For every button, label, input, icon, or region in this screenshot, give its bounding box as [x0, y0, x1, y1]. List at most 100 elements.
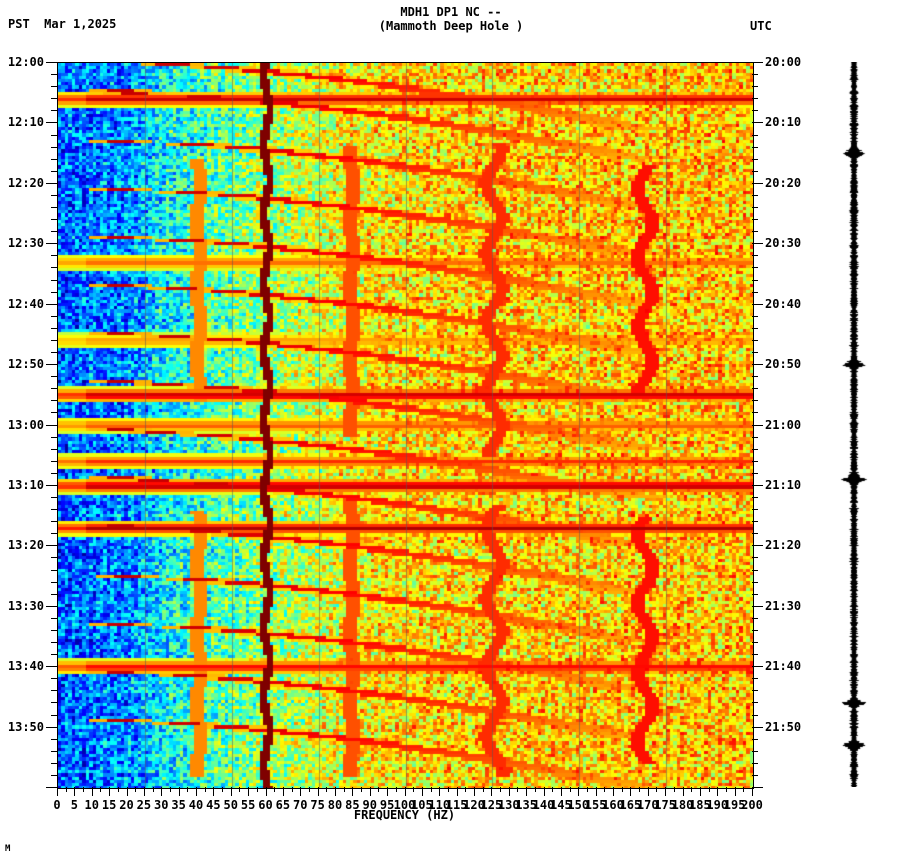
time-tick-left [46, 303, 57, 305]
frequency-tick-minor [222, 787, 224, 792]
time-label-utc: 20:10 [765, 115, 802, 130]
time-tick-left [51, 158, 57, 160]
time-tick-left [51, 678, 57, 680]
time-tick-right [752, 134, 758, 136]
time-tick-right [752, 448, 758, 450]
time-tick-left [51, 400, 57, 402]
time-tick-left [46, 182, 57, 184]
frequency-label: 90 [362, 798, 377, 812]
frequency-tick-minor [83, 787, 85, 792]
frequency-tick-minor [100, 787, 102, 792]
time-tick-left [51, 472, 57, 474]
time-tick-left [51, 617, 57, 619]
time-tick-right [752, 327, 758, 329]
time-tick-right [752, 279, 758, 281]
frequency-tick-minor [135, 787, 137, 792]
time-tick-left [51, 86, 57, 88]
time-label-pst: 12:20 [7, 175, 44, 190]
frequency-tick [456, 787, 458, 796]
frequency-label: 50 [223, 798, 238, 812]
frequency-tick-minor [534, 787, 536, 792]
frequency-tick [543, 787, 545, 796]
frequency-label: 95 [379, 798, 395, 812]
frequency-tick [335, 787, 336, 796]
time-tick-right [752, 207, 758, 208]
frequency-tick [161, 787, 163, 796]
time-tick-left [46, 545, 57, 547]
header-timezone-utc: UTC [750, 19, 772, 33]
frequency-tick [230, 787, 232, 796]
time-tick-right [752, 182, 763, 184]
frequency-tick [317, 787, 319, 796]
frequency-tick-minor [604, 787, 606, 792]
frequency-tick-minor [343, 787, 345, 792]
frequency-tick-minor [187, 787, 189, 792]
frequency-tick-minor [569, 787, 571, 792]
time-tick-right [752, 388, 758, 390]
frequency-tick-minor [361, 787, 363, 792]
frequency-label: 55 [240, 798, 256, 812]
frequency-label: 40 [188, 798, 204, 812]
frequency-label: 200 [741, 798, 763, 812]
frequency-label: 65 [275, 798, 291, 812]
time-tick-right [752, 400, 758, 402]
time-tick-right [752, 424, 763, 426]
time-label-utc: 21:10 [765, 477, 802, 492]
time-tick-right [752, 666, 763, 668]
time-tick-right [752, 472, 758, 474]
page-subtitle: (Mammoth Deep Hole ) [378, 19, 524, 33]
time-tick-right [752, 714, 758, 716]
time-tick-left [51, 533, 57, 535]
frequency-tick [595, 787, 597, 796]
time-tick-left [51, 388, 57, 390]
frequency-tick-minor [117, 787, 119, 792]
frequency-tick-minor [673, 787, 675, 792]
frequency-label: 5 [70, 798, 78, 812]
frequency-tick-minor [430, 787, 432, 792]
frequency-label: 190 [706, 798, 729, 812]
time-label-utc: 20:40 [765, 296, 802, 311]
time-label-pst: 12:40 [7, 296, 44, 311]
frequency-label: 60 [258, 798, 273, 812]
spectrogram-canvas [58, 63, 753, 788]
time-tick-left [51, 98, 57, 100]
time-label-pst: 12:00 [7, 55, 44, 69]
time-tick-left [51, 521, 57, 523]
time-tick-right [752, 436, 758, 438]
time-tick-right [752, 74, 758, 76]
time-tick-left [51, 436, 57, 438]
frequency-tick [404, 787, 406, 796]
time-tick-right [752, 98, 758, 100]
time-tick-right [752, 521, 758, 523]
time-tick-right [752, 255, 758, 257]
frequency-label: 195 [723, 798, 746, 812]
frequency-label: 125 [480, 798, 503, 812]
frequency-label: 45 [206, 798, 221, 812]
time-tick-left [51, 231, 57, 233]
time-tick-right [752, 762, 758, 764]
time-tick-left [51, 557, 57, 559]
time-label-pst: 13:20 [7, 538, 44, 553]
time-tick-left [51, 654, 57, 656]
frequency-label: 15 [101, 798, 117, 812]
time-tick-right [752, 376, 758, 378]
frequency-tick-minor [291, 787, 293, 792]
frequency-label: 75 [310, 798, 325, 812]
time-tick-left [51, 593, 57, 595]
frequency-label: 30 [154, 798, 169, 812]
frequency-tick-minor [204, 787, 206, 792]
corner-mark: M [5, 844, 11, 854]
frequency-tick [752, 787, 753, 796]
time-tick-left [51, 629, 57, 631]
frequency-tick [282, 787, 284, 796]
time-label-pst: 13:00 [7, 417, 44, 432]
time-tick-left [46, 243, 57, 245]
frequency-tick-minor [413, 787, 415, 792]
spectrogram-plot [57, 62, 754, 789]
time-tick-left [51, 327, 57, 329]
time-tick-right [752, 642, 758, 643]
frequency-tick [57, 787, 58, 796]
frequency-label: 145 [550, 798, 572, 812]
time-label-utc: 20:50 [765, 357, 802, 372]
frequency-tick [613, 787, 614, 796]
